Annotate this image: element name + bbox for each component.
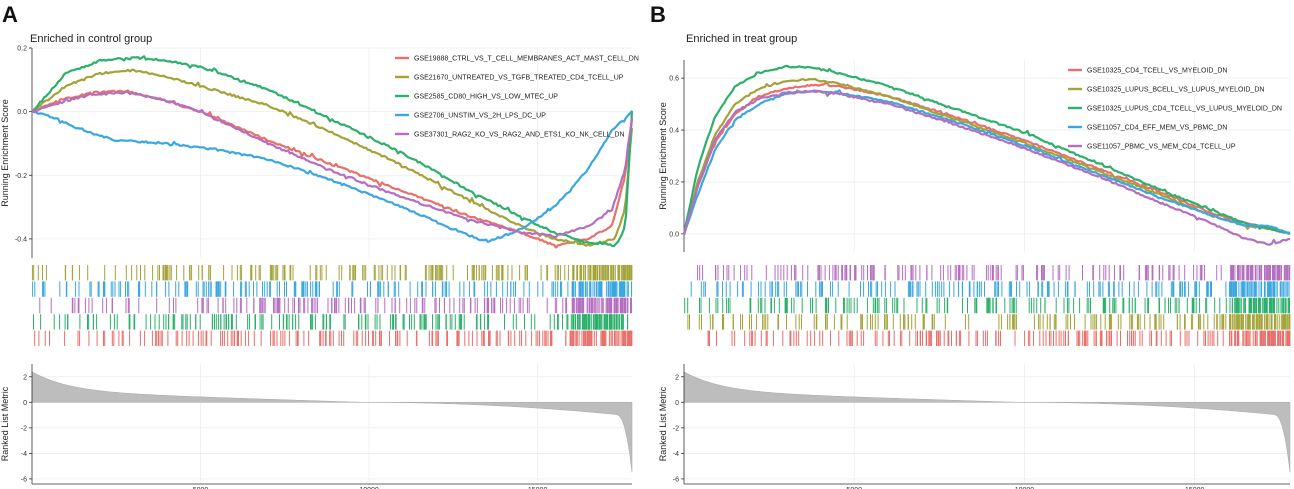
rank-ytick-label: 2	[675, 374, 679, 381]
rank-ytick-label: 2	[23, 374, 27, 381]
es-plot: 0.2 0.0 -0.2 -0.4 Running Enrichment Score	[0, 46, 634, 258]
es-series-line	[682, 89, 1291, 246]
rank-ytick-label: -2	[673, 425, 679, 432]
es-plot: 0.6 0.4 0.2 0.0 Running Enrichment Score	[658, 60, 1291, 252]
hit-track	[707, 330, 1291, 346]
es-series-line	[682, 89, 1291, 235]
hit-track	[690, 281, 1290, 297]
rank-ytick-label: -4	[21, 451, 27, 458]
rank-metric-area	[31, 371, 633, 473]
panel-label: B	[650, 2, 666, 27]
hit-track	[32, 281, 633, 297]
legend-label: GSE2585_CD80_HIGH_VS_LOW_MTEC_UP	[414, 94, 558, 101]
hit-track	[39, 297, 632, 314]
es-ytick-label: 0.2	[669, 179, 679, 186]
x-tick-label: 15000	[528, 487, 548, 489]
hit-track	[687, 314, 1291, 330]
rank-ylabel: Ranked List Metric	[0, 386, 10, 461]
rank-metric-area	[683, 371, 1291, 473]
hit-track	[684, 297, 1290, 314]
legend-label: GSE10325_LUPUS_BCELL_VS_LUPUS_MYELOID_DN	[1087, 87, 1264, 94]
es-ytick-label: 0.4	[669, 128, 679, 135]
rank-ytick-label: -2	[21, 425, 27, 432]
x-tick-label: 15000	[1185, 487, 1205, 489]
hit-tracks	[684, 265, 1291, 346]
legend-label: GSE2706_UNSTIM_VS_2H_LPS_DC_UP	[414, 113, 546, 120]
es-ytick-label: 0.2	[17, 46, 27, 53]
legend: GSE10325_CD4_TCELL_VS_MYELOID_DN GSE10325…	[1068, 68, 1282, 151]
x-tick-label: 5000	[846, 487, 862, 489]
x-tick-label: 5000	[193, 487, 209, 489]
rank-ytick-label: -6	[21, 476, 27, 483]
es-series-line	[31, 90, 634, 239]
legend-label: GSE37301_RAG2_KO_VS_RAG2_AND_ETS1_KO_NK_…	[414, 132, 625, 139]
hit-track	[697, 265, 1291, 281]
rank-ytick-label: 0	[23, 400, 27, 407]
legend-label: GSE11057_PBMC_VS_MEM_CD4_TCELL_UP	[1087, 144, 1236, 151]
panel-label: A	[2, 2, 18, 27]
es-series-line	[31, 68, 634, 247]
es-ytick-label: 0.0	[17, 109, 27, 116]
legend-label: GSE10325_LUPUS_CD4_TCELL_VS_LUPUS_MYELOI…	[1087, 106, 1282, 113]
es-ylabel: Running Enrichment Score	[658, 102, 668, 210]
legend-label: GSE11057_CD4_EFF_MEM_VS_PBMC_DN	[1087, 125, 1227, 132]
es-ytick-label: -0.4	[15, 236, 27, 243]
es-ylabel: Running Enrichment Score	[0, 99, 10, 207]
hit-tracks	[31, 265, 633, 346]
x-tick-label: 10000	[1015, 487, 1035, 489]
rank-plot: 2 0 -2 -4 -6 5000 10000 15000 Ranked List Metric	[0, 364, 633, 489]
legend-label: GSE19888_CTRL_VS_T_CELL_MEMBRANES_ACT_MA…	[414, 56, 639, 63]
es-ytick-label: 0.0	[669, 231, 679, 238]
panel-title: Enriched in treat group	[686, 33, 797, 45]
es-series-line	[682, 81, 1291, 235]
legend-label: GSE10325_CD4_TCELL_VS_MYELOID_DN	[1087, 68, 1227, 75]
hit-track	[34, 330, 633, 346]
rank-plot: 2 0 -2 -4 -6 5000 10000 15000 Ranked List Metric	[658, 364, 1291, 489]
es-series-line	[31, 89, 634, 249]
es-ytick-label: 0.6	[669, 76, 679, 83]
rank-ytick-label: -4	[673, 451, 679, 458]
es-series-line	[31, 55, 634, 248]
hit-track	[31, 265, 633, 281]
legend-label: GSE21670_UNTREATED_VS_TGFB_TREATED_CD4_T…	[414, 75, 624, 82]
es-series-line	[682, 64, 1291, 235]
rank-ytick-label: -6	[673, 476, 679, 483]
panel-b: B Enriched in treat group 0.6 0.4 0.2 0.0 Runn…	[650, 2, 1291, 489]
x-tick-label: 10000	[359, 487, 379, 489]
hit-track	[33, 314, 629, 330]
es-ytick-label: -0.2	[15, 173, 27, 180]
es-series-line	[31, 110, 633, 243]
legend: GSE19888_CTRL_VS_T_CELL_MEMBRANES_ACT_MA…	[395, 56, 639, 139]
rank-ytick-label: 0	[675, 400, 679, 407]
rank-ylabel: Ranked List Metric	[658, 386, 668, 461]
panel-title: Enriched in control group	[30, 33, 152, 45]
